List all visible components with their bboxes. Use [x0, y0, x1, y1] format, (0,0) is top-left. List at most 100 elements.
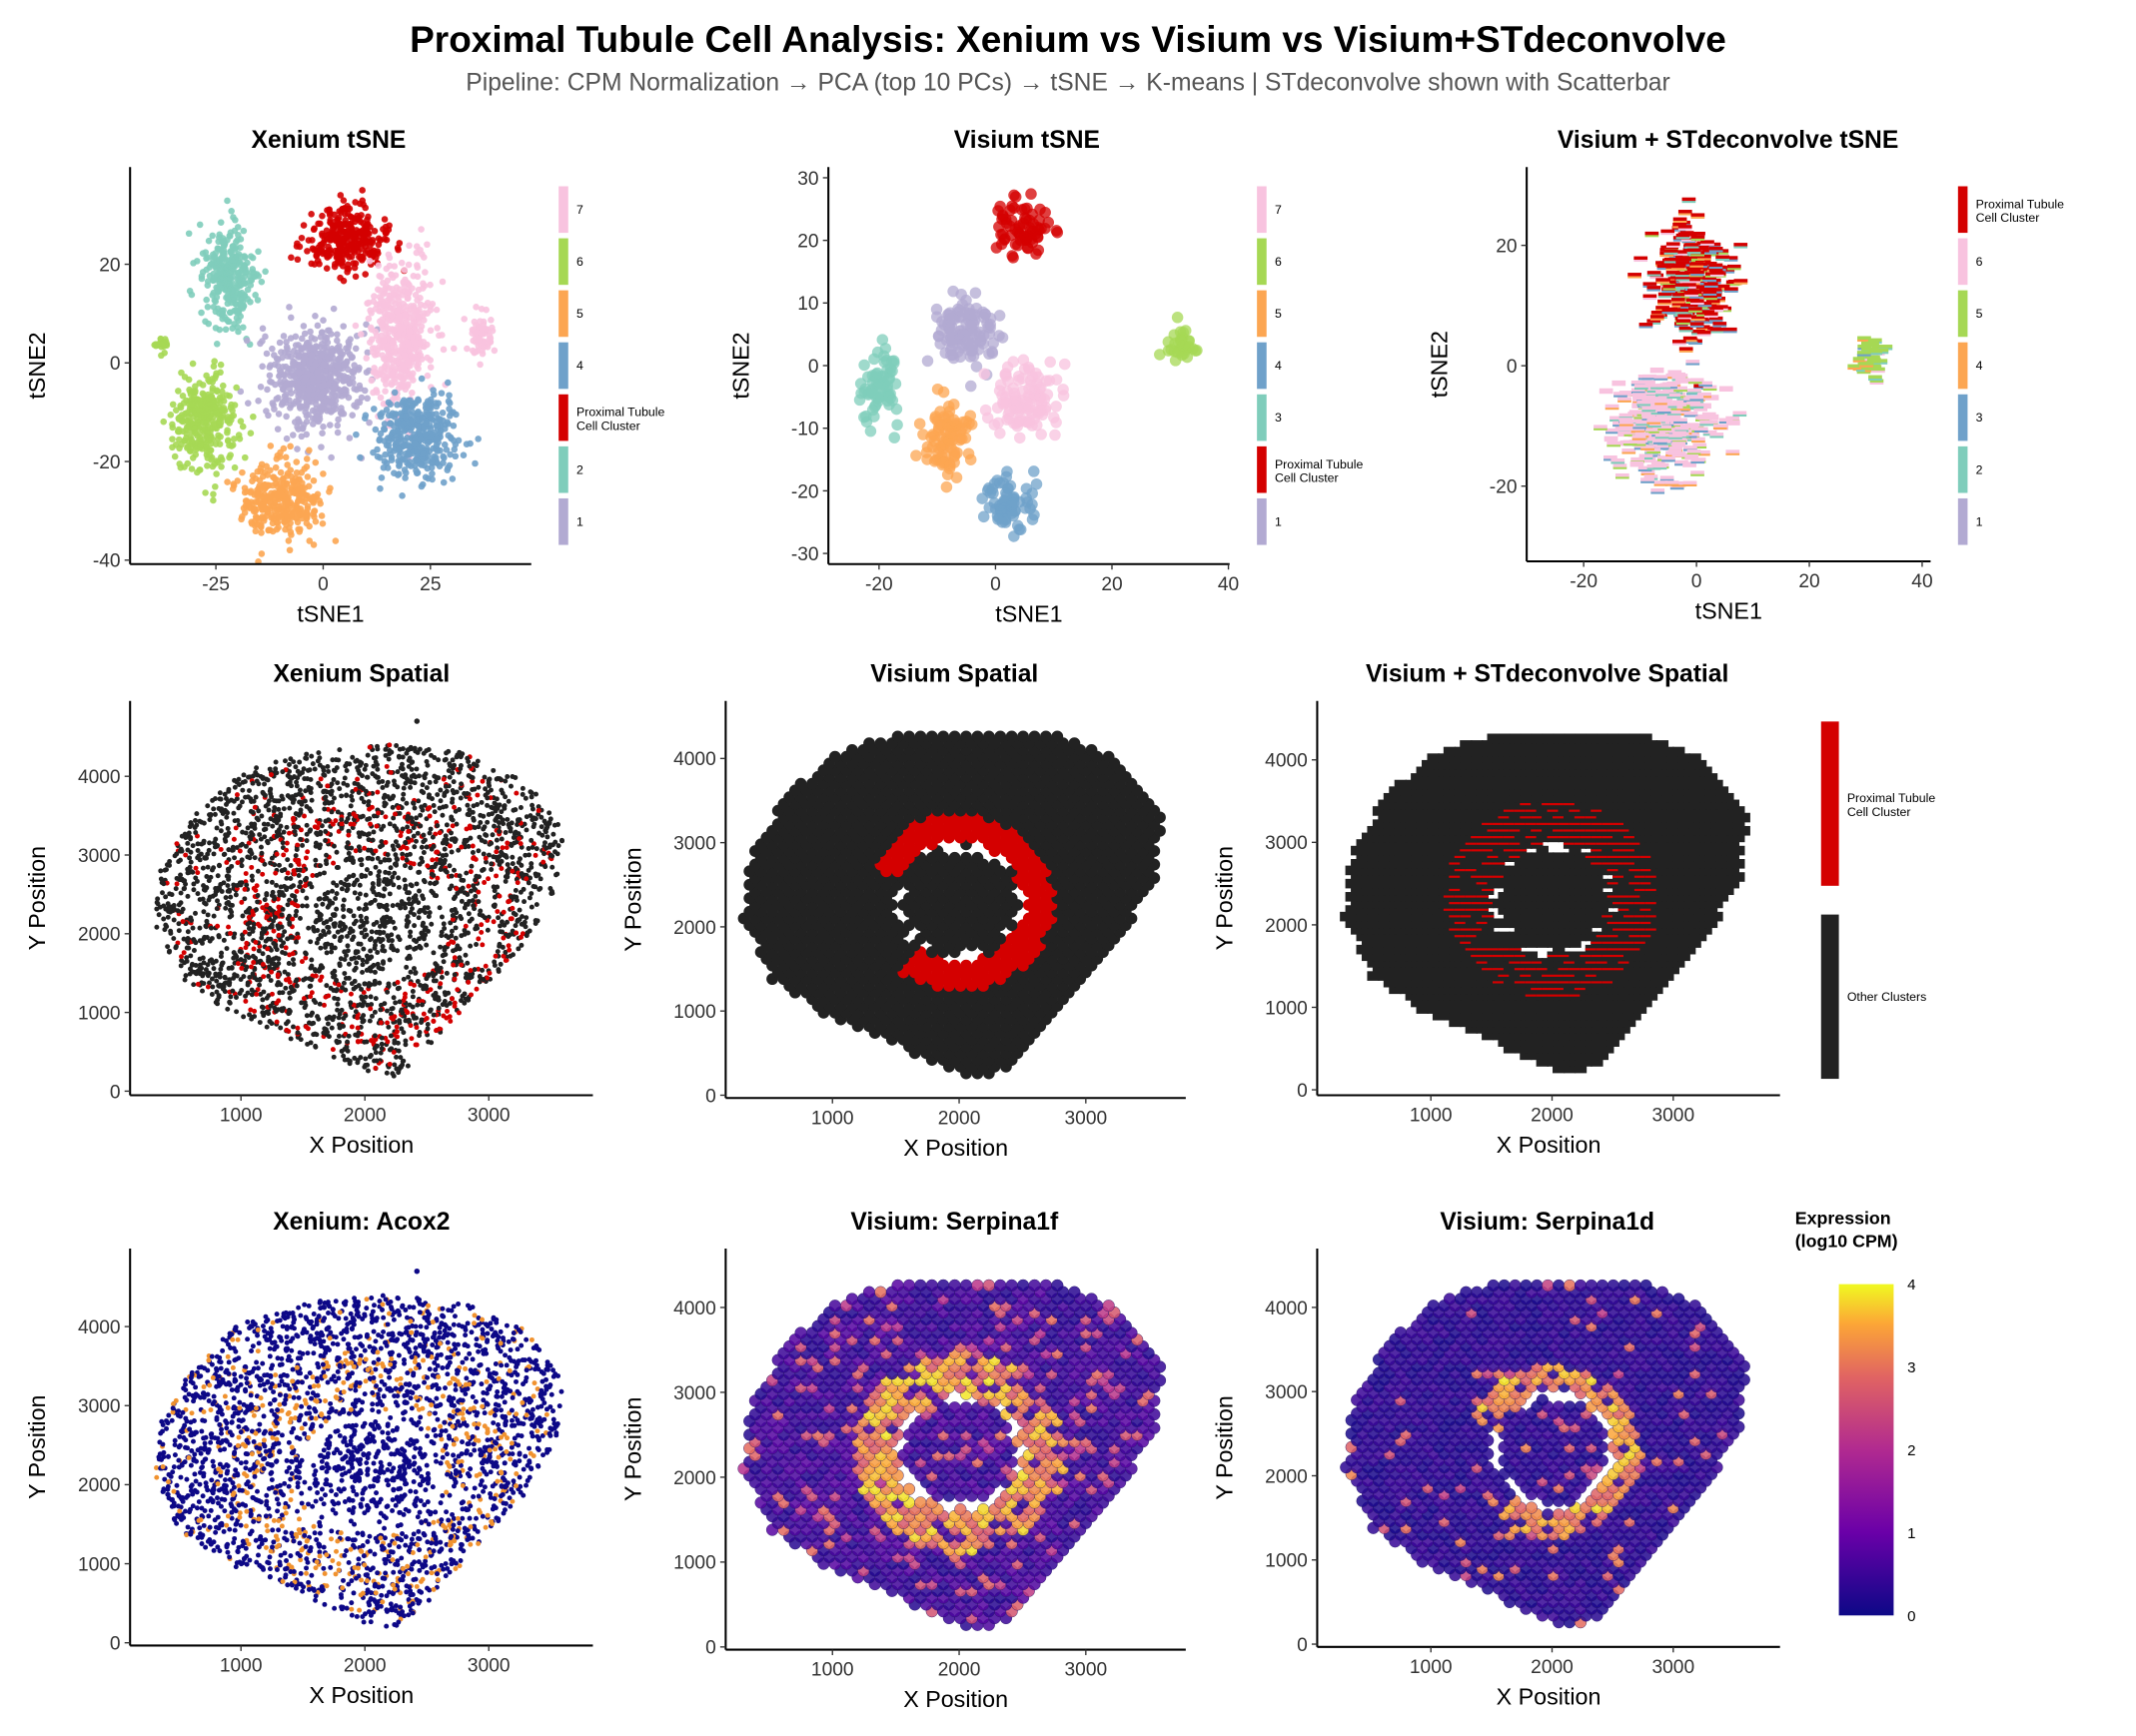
y-tick-label: 20	[1496, 236, 1517, 257]
point	[209, 232, 216, 240]
point	[404, 459, 411, 466]
pt-cell-point	[468, 869, 474, 875]
cell-point	[217, 790, 223, 796]
point	[396, 240, 404, 247]
point	[356, 382, 364, 390]
point	[364, 395, 371, 403]
scatterbar-segment	[1725, 449, 1740, 453]
scatterbar-segment	[1866, 358, 1881, 362]
point	[349, 412, 356, 419]
x-tick-label: 0	[318, 574, 329, 595]
point	[355, 366, 363, 374]
point	[268, 511, 276, 519]
point	[333, 217, 341, 225]
point	[406, 328, 414, 336]
point	[288, 531, 295, 538]
point	[311, 336, 319, 343]
legend-label: 1	[1275, 514, 1282, 528]
point	[343, 231, 351, 238]
point	[1038, 393, 1051, 406]
scatterbar-segment	[1656, 408, 1671, 413]
point	[395, 446, 403, 453]
cell-point	[529, 891, 534, 897]
point	[306, 446, 313, 454]
point	[1001, 465, 1013, 477]
point	[424, 464, 432, 472]
point	[190, 260, 197, 267]
legend-swatch	[1957, 238, 1968, 286]
point	[219, 382, 227, 390]
point	[232, 301, 240, 308]
point	[484, 344, 492, 351]
point	[292, 398, 300, 406]
scatterbar-segment	[1725, 420, 1740, 424]
point	[309, 345, 317, 352]
scatterbar-segment	[1699, 420, 1714, 425]
scatterbar-segment	[1629, 460, 1644, 465]
point	[1024, 375, 1037, 387]
point	[317, 220, 324, 228]
point	[187, 403, 195, 410]
scatterbar-segment	[1677, 225, 1692, 229]
point	[298, 335, 306, 343]
point	[372, 369, 380, 376]
point	[412, 456, 419, 464]
point	[382, 230, 390, 238]
point	[271, 352, 278, 359]
legend-swatch	[1257, 445, 1267, 493]
point	[384, 277, 392, 285]
scatterbar-segment	[1656, 384, 1671, 388]
point	[380, 463, 388, 471]
point	[400, 397, 408, 405]
point	[379, 410, 386, 417]
point	[486, 337, 493, 344]
point	[197, 441, 204, 448]
point	[438, 390, 446, 397]
y-tick-label: 20	[797, 231, 818, 252]
point	[204, 303, 212, 311]
cell-point	[225, 1006, 231, 1012]
point	[377, 484, 384, 492]
figure-title: Proximal Tubule Cell Analysis: Xenium vs…	[410, 19, 1726, 60]
point	[224, 478, 231, 485]
point	[1035, 429, 1047, 440]
point	[411, 431, 418, 438]
point	[433, 435, 441, 443]
point	[338, 226, 345, 233]
point	[446, 392, 453, 400]
point	[423, 420, 431, 427]
y-tick-label: -20	[93, 452, 121, 473]
point	[422, 473, 430, 481]
point	[310, 378, 317, 386]
point	[299, 514, 306, 522]
point	[427, 281, 434, 289]
point	[964, 453, 977, 465]
point	[274, 426, 282, 433]
scatterbar-segment	[1674, 427, 1689, 431]
point	[258, 460, 266, 468]
point	[241, 264, 249, 272]
point	[199, 382, 207, 389]
point	[1171, 312, 1184, 324]
cell-point	[496, 915, 502, 921]
cell-point	[345, 943, 351, 949]
scatterbar-segment	[1646, 419, 1661, 423]
scatterbar-segment	[1690, 457, 1705, 462]
point	[341, 386, 349, 393]
point	[234, 309, 241, 317]
point	[204, 282, 212, 290]
scatterbar-segment	[1618, 418, 1633, 422]
point	[341, 392, 349, 399]
point	[369, 349, 377, 356]
cell-point	[348, 803, 354, 809]
point	[277, 379, 284, 386]
point	[309, 237, 316, 244]
point	[403, 412, 410, 419]
point	[425, 451, 432, 459]
point	[186, 288, 194, 295]
point	[282, 453, 290, 461]
point	[301, 376, 309, 384]
point	[921, 453, 933, 465]
point	[167, 412, 175, 419]
point	[301, 355, 309, 363]
